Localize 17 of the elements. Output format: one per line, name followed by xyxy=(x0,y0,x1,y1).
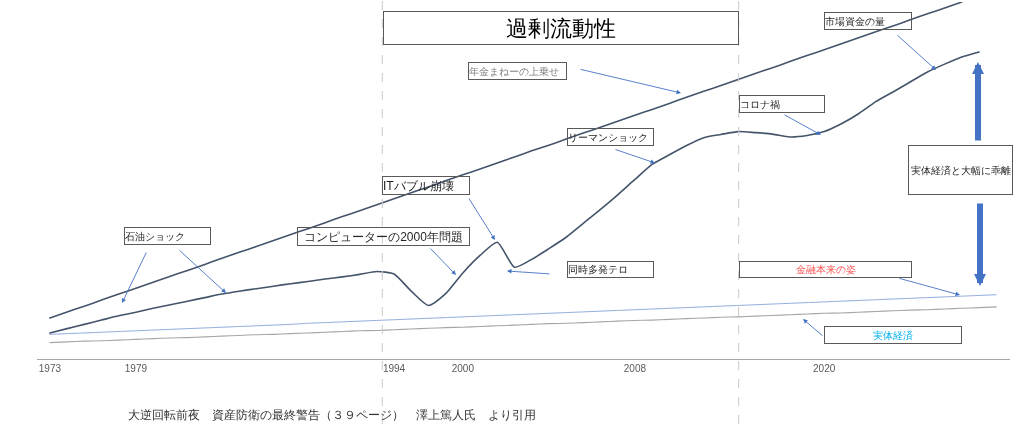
annotation: 年金まねーの上乗せ xyxy=(469,65,559,77)
x-tick-label: 2008 xyxy=(623,363,647,374)
x-tick-label: 2000 xyxy=(451,363,475,374)
annotation: 同時多発テロ xyxy=(568,264,628,275)
annotation: 市場資金の量 xyxy=(825,15,885,27)
annotation: 実体経済 xyxy=(873,329,913,341)
x-tick-label: 2020 xyxy=(813,363,836,374)
annotation: 実体経済と大幅に乖離 xyxy=(910,164,1011,176)
annotation: コンピューターの2000年問題 xyxy=(304,229,463,244)
x-tick-label: 1979 xyxy=(124,363,148,374)
annotation: コロナ禍 xyxy=(740,98,780,110)
x-tick-label: 1973 xyxy=(38,363,62,374)
x-tick-label: 1994 xyxy=(382,363,406,374)
annotation: 金融本来の姿 xyxy=(795,264,856,275)
text: 大逆回転前夜 資産防衛の最終警告（３９ページ） 澤上篤人氏 より引用 xyxy=(128,408,536,422)
text: 過剰流動性 xyxy=(506,15,616,41)
annotation: 石油ショック xyxy=(125,230,185,242)
